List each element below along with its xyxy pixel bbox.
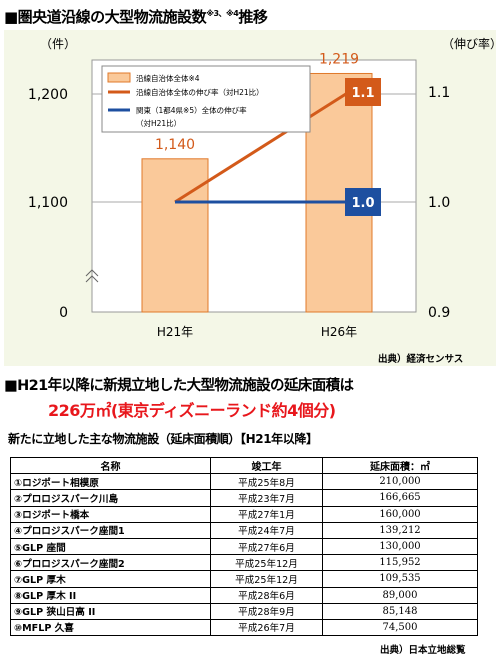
facility-name: ⑤GLP 座間	[10, 537, 211, 556]
end-label-box	[345, 188, 381, 216]
table-row: ⑧GLP 厚木 II 平成28年6月 89,000	[10, 586, 478, 604]
facility-year: 平成23年7月	[210, 489, 323, 507]
facility-name: ①ロジポート相模原	[10, 473, 211, 491]
facility-area: 74,500	[322, 618, 478, 637]
header-area: 延床面積：㎡	[322, 456, 478, 475]
facility-year: 平成26年7月	[210, 618, 323, 637]
facility-area: 139,212	[322, 521, 478, 539]
table-row: ⑨GLP 狭山日高 II 平成28年9月 85,148	[10, 602, 478, 620]
facility-area: 160,000	[322, 505, 478, 523]
facility-name: ⑦GLP 厚木	[10, 570, 211, 588]
facility-name: ⑧GLP 厚木 II	[10, 586, 211, 604]
facilities-table: 名称 竣工年 延床面積：㎡ ①ロジポート相模原 平成25年8月 210,000 ②プロ…	[10, 456, 478, 637]
facility-area: 109,535	[322, 570, 478, 588]
facility-area: 89,000	[322, 586, 478, 604]
axis-break-icon	[85, 269, 99, 283]
facility-name: ⑥プロロジスパーク座間2	[10, 554, 211, 572]
facility-name: ②プロロジスパーク川島	[10, 489, 211, 507]
left-tick-label: 1,100	[28, 195, 68, 211]
facility-year: 平成25年8月	[210, 473, 323, 491]
legend-label: 関東（1都4県※5）全体の伸び率	[136, 105, 247, 115]
table-row: ①ロジポート相模原 平成25年8月 210,000	[10, 473, 478, 491]
right-tick-label: 1.1	[428, 85, 450, 101]
table-row: ③ロジポート橋本 平成27年1月 160,000	[10, 505, 478, 523]
facility-name: ④プロロジスパーク座間1	[10, 521, 211, 539]
section2-title: ■H21年以降に新規立地した大型物流施設の延床面積は	[4, 378, 354, 394]
series-line	[174, 90, 350, 204]
table-row: ④プロロジスパーク座間1 平成24年7月 139,212	[10, 521, 478, 539]
category-label: H26年	[321, 325, 357, 339]
facility-year: 平成24年7月	[210, 521, 323, 539]
facility-area: 130,000	[322, 537, 478, 556]
end-label: 1.1	[351, 86, 374, 101]
left-tick-label: 1,200	[28, 87, 68, 103]
facility-year: 平成27年6月	[210, 537, 323, 556]
legend-label: 沿線自治体全体の伸び率（対H21比）	[136, 87, 264, 97]
chart-title-note: ※3、※4	[206, 9, 239, 18]
legend-label: 沿線自治体全体※4	[136, 73, 200, 83]
bar-value-label: 1,219	[319, 51, 359, 67]
end-label-box	[345, 78, 381, 106]
facility-name: ⑨GLP 狭山日高 II	[10, 602, 211, 620]
chart-title: ■圏央道沿線の大型物流施設数※3、※4推移	[4, 8, 268, 26]
bar-value-label: 1,140	[155, 137, 195, 153]
legend-swatch-bar	[107, 72, 131, 83]
category-label: H21年	[157, 325, 193, 339]
table-row: ⑥プロロジスパーク座間2 平成25年12月 115,952	[10, 554, 478, 572]
chart-svg: （件） （伸び率） 0 1,100 1,200 0.9 1.0 1.1 1,140 1,219 H2…	[28, 36, 500, 339]
legend-box	[101, 65, 311, 133]
facility-year: 平成25年12月	[210, 554, 323, 572]
left-tick-label: 0	[59, 305, 68, 321]
facility-name: ⑩MFLP 久喜	[10, 618, 211, 637]
facility-area: 115,952	[322, 554, 478, 572]
facility-year: 平成27年1月	[210, 505, 323, 523]
left-axis-caption: （件）	[40, 37, 76, 51]
facility-year: 平成28年6月	[210, 586, 323, 604]
facility-name: ③ロジポート橋本	[10, 505, 211, 523]
end-label: 1.0	[351, 196, 374, 211]
facility-area: 85,148	[322, 602, 478, 620]
header-year: 竣工年	[210, 456, 323, 475]
table-row: ⑤GLP 座間 平成27年6月 130,000	[10, 537, 478, 556]
table-row: ②プロロジスパーク川島 平成23年7月 166,665	[10, 489, 478, 507]
chart-source: 出典）経済センサス	[378, 354, 464, 365]
right-tick-label: 0.9	[428, 305, 450, 321]
table-row: ⑦GLP 厚木 平成25年12月 109,535	[10, 570, 478, 588]
table-title: 新たに立地した主な物流施設（延床面積順）【H21年以降】	[8, 432, 318, 446]
facility-area: 166,665	[322, 489, 478, 507]
facility-year: 平成25年12月	[210, 570, 323, 588]
bar	[141, 158, 209, 313]
table-header-row: 名称 竣工年 延床面積：㎡	[10, 456, 478, 475]
header-name: 名称	[10, 456, 211, 475]
facility-year: 平成28年9月	[210, 602, 323, 620]
chart-panel: （件） （伸び率） 0 1,100 1,200 0.9 1.0 1.1 1,140 1,219 H2…	[4, 30, 500, 366]
section2-highlight: 226万㎡(東京ディズニーランド約4個分)	[48, 401, 336, 420]
right-tick-label: 1.0	[428, 195, 450, 211]
facility-area: 210,000	[322, 473, 478, 491]
table-row: ⑩MFLP 久喜 平成26年7月 74,500	[10, 618, 478, 637]
legend-label: （対H21比）	[136, 118, 181, 128]
right-axis-caption: （伸び率）	[442, 36, 496, 51]
table-source: 出典）日本立地総覧	[380, 645, 466, 656]
